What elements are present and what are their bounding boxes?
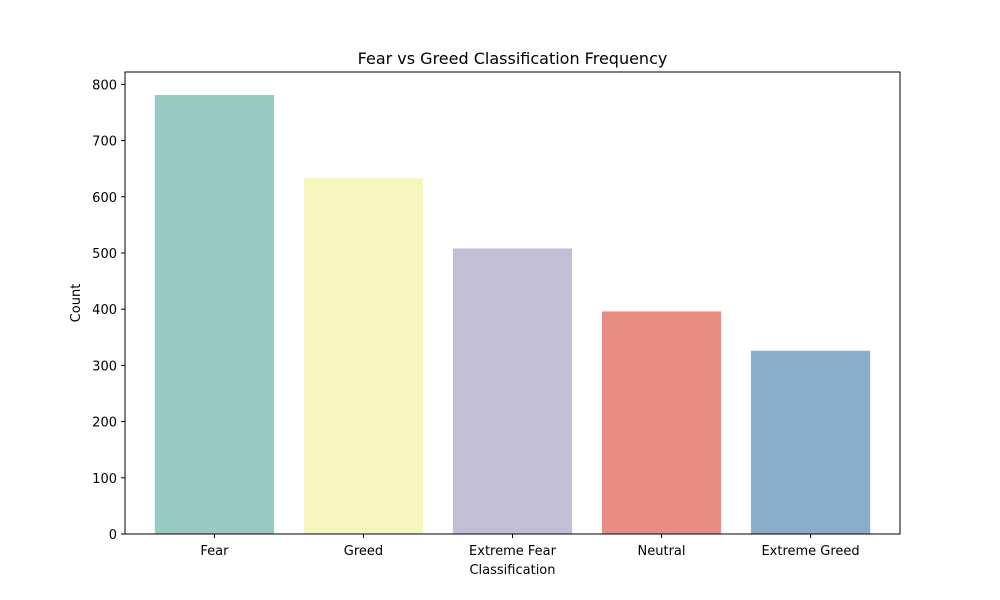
y-tick-label: 200 [92,416,117,431]
y-tick-label: 800 [92,78,117,93]
chart-title: Fear vs Greed Classification Frequency [358,49,668,68]
x-tick-label: Greed [344,544,383,559]
y-tick-label: 700 [92,135,117,150]
x-tick-label: Fear [200,544,229,559]
x-axis-label: Classification [469,563,555,578]
y-axis: 0 100 200 300 400 500 600 700 800 [92,78,125,543]
y-tick-label: 400 [92,303,117,318]
bar-neutral [601,311,722,534]
y-tick-label: 500 [92,247,117,262]
y-tick-label: 600 [92,191,117,206]
x-tick-label: Extreme Fear [469,544,557,559]
y-axis-label: Count [69,284,84,323]
bar-fear [154,95,275,534]
bar-greed [303,178,424,535]
y-tick-label: 300 [92,359,117,374]
x-tick-label: Neutral [638,544,686,559]
x-axis: Fear Greed Extreme Fear Neutral Extreme Gree… [200,534,860,559]
x-tick-label: Extreme Greed [761,544,859,559]
bar-extreme-greed [750,350,871,534]
bar-extreme-fear [452,248,573,534]
y-tick-label: 100 [92,472,117,487]
bars-group [154,95,871,535]
y-tick-label: 0 [109,528,117,543]
